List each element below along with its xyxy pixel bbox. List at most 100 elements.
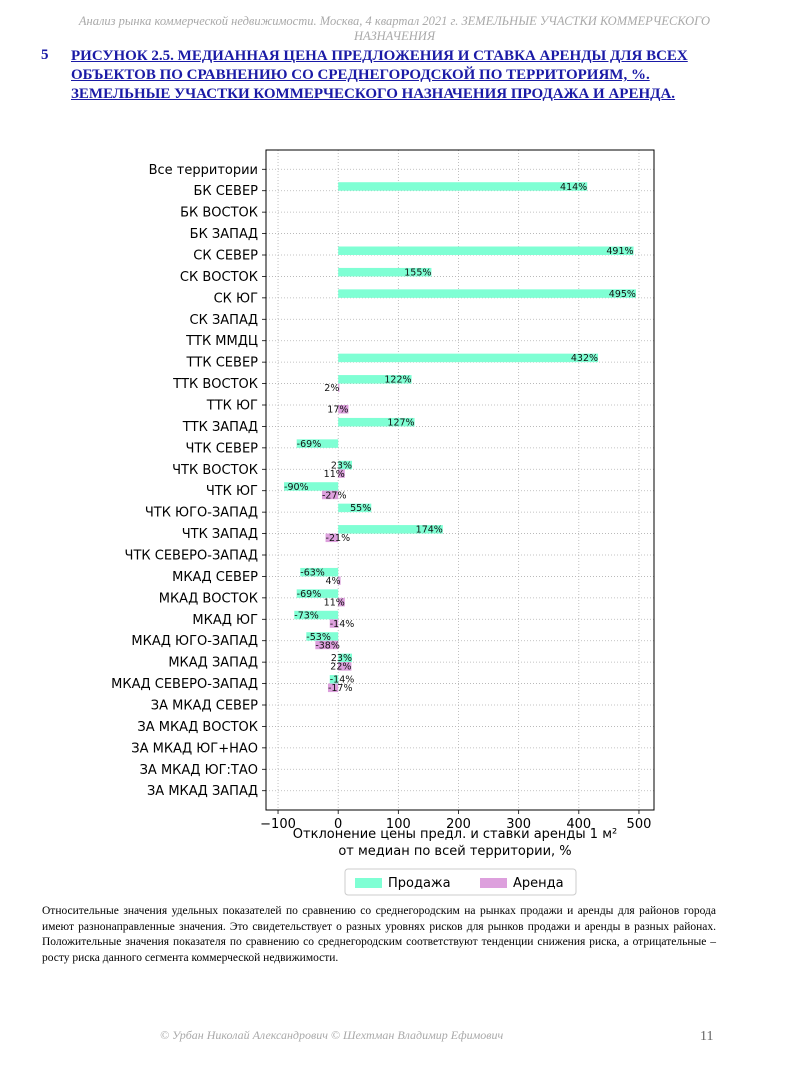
data-label: -14% (330, 619, 355, 630)
data-label: 495% (609, 289, 636, 300)
x-tick-label: 200 (446, 817, 471, 832)
data-label: -17% (328, 683, 353, 694)
bar-sale (338, 417, 415, 427)
data-label: 11% (324, 469, 345, 480)
bar-rent (338, 383, 340, 393)
x-tick-label: 300 (506, 817, 531, 832)
legend-label: Аренда (513, 876, 564, 891)
data-label: 432% (571, 353, 598, 364)
bar-sale (338, 375, 412, 384)
figure-caption: Относительные значения удельных показате… (42, 905, 716, 964)
y-tick-label: БК ВОСТОК (180, 206, 258, 221)
y-tick-label: МКАД СЕВЕР (172, 570, 258, 585)
x-tick-label: 400 (566, 817, 591, 832)
bar-rent (338, 597, 345, 607)
data-label: 55% (350, 503, 371, 514)
legend-label: Продажа (388, 876, 451, 891)
bar-rent (329, 619, 339, 628)
data-label: -53% (306, 632, 331, 643)
data-label: 491% (606, 246, 633, 257)
data-label: -63% (300, 567, 325, 578)
data-label: 2% (324, 383, 339, 394)
y-tick-label: ТТК ЗАПАД (182, 420, 258, 435)
bar-rent (325, 533, 339, 543)
data-label: 11% (324, 597, 345, 608)
legend-swatch-sale (355, 878, 382, 888)
y-tick-label: МКАД ЮГО-ЗАПАД (131, 634, 258, 649)
legend-box (344, 868, 577, 896)
y-tick-label: БК СЕВЕР (193, 184, 258, 199)
page-number: 11 (700, 1029, 714, 1044)
y-tick-label: ЧТК ЮГ (206, 484, 258, 499)
data-label: 122% (384, 375, 411, 386)
y-tick-label: МКАД ВОСТОК (159, 591, 258, 606)
bar-sale (338, 460, 353, 470)
y-tick-label: ЗА МКАД ЗАПАД (147, 784, 258, 799)
bar-sale (284, 482, 339, 491)
data-label: 22% (330, 662, 351, 673)
y-tick-label: СК СЕВЕР (193, 249, 258, 264)
bar-sale (338, 525, 443, 534)
y-tick-label: БК ЗАПАД (190, 227, 258, 242)
bar-sale (338, 267, 432, 277)
running-header: Анализ рынка коммерческой недвижимости. … (78, 14, 711, 43)
bar-sale (296, 589, 339, 598)
data-label: -73% (294, 610, 319, 621)
y-tick-label: ЧТК ВОСТОК (172, 463, 258, 478)
x-tick-label: 100 (386, 817, 411, 832)
data-label: 4% (326, 576, 341, 587)
y-tick-label: МКАД СЕВЕРО-ЗАПАД (111, 677, 258, 692)
data-label: 127% (387, 417, 414, 428)
data-label: 17% (327, 405, 348, 416)
bar-sale (338, 182, 588, 191)
y-tick-label: Все территории (149, 163, 258, 178)
y-tick-label: ТТК ЮГ (206, 399, 258, 414)
data-label: 23% (331, 460, 352, 471)
data-label: -90% (284, 482, 309, 493)
y-tick-label: МКАД ЮГ (192, 613, 258, 628)
section-number: 5 (41, 47, 49, 63)
bar-sale (296, 439, 339, 448)
y-tick-label: СК ВОСТОК (180, 270, 258, 285)
bar-sale (338, 503, 372, 513)
data-label: 23% (331, 653, 352, 664)
bar-sale (294, 610, 339, 620)
y-tick-label: ТТК СЕВЕР (185, 356, 258, 371)
y-tick-label: ЧТК СЕВЕРО-ЗАПАД (125, 549, 258, 564)
bar-sale (338, 289, 636, 298)
x-tick-label: 0 (334, 817, 342, 832)
y-tick-label: ЗА МКАД ЮГ:ТАО (140, 763, 258, 778)
copyright-footer: © Урбан Николай Александрович © Шехтман … (160, 1028, 504, 1042)
x-axis-label: Отклонение цены предл. и ставки аренды 1… (293, 827, 617, 842)
y-tick-label: СК ЗАПАД (190, 313, 259, 328)
data-label: -14% (330, 675, 355, 686)
bar-sale (329, 675, 339, 684)
figure-title: РИСУНОК 2.5. МЕДИАННАЯ ЦЕНА ПРЕДЛОЖЕНИЯ … (71, 48, 688, 102)
bar-chart: 414% 491% 155% 495% 432% 122% 127% -69% 23% -90% 5… (111, 149, 655, 896)
data-label: -27% (322, 490, 347, 501)
bar-rent (315, 640, 339, 650)
y-tick-label: ЧТК СЕВЕР (186, 441, 259, 456)
y-tick-label: СК ЮГ (214, 291, 258, 306)
data-label: -69% (297, 589, 322, 600)
data-label: 414% (560, 182, 587, 193)
y-tick-label: ЗА МКАД ВОСТОК (137, 720, 258, 735)
data-label: -69% (297, 439, 322, 450)
x-tick-label: −100 (260, 817, 296, 832)
bar-rent (338, 469, 345, 478)
bar-sale (338, 246, 634, 255)
y-tick-label: ЗА МКАД ЮГ+НАО (131, 741, 258, 756)
x-axis-label: от медиан по всей территории, % (338, 844, 571, 859)
y-tick-label: МКАД ЗАПАД (168, 656, 258, 671)
y-tick-label: ТТК ВОСТОК (172, 377, 258, 392)
y-tick-label: ТТК ММДЦ (185, 334, 258, 349)
bar-sale (338, 353, 599, 363)
bar-rent (338, 662, 352, 671)
y-tick-label: ЗА МКАД СЕВЕР (151, 699, 258, 714)
bar-sale (306, 632, 339, 641)
bar-rent (338, 576, 341, 585)
data-label: -21% (326, 533, 351, 544)
data-label: -38% (315, 640, 340, 651)
x-tick-label: 500 (627, 817, 652, 832)
y-tick-label: ЧТК ЮГО-ЗАПАД (145, 506, 258, 521)
